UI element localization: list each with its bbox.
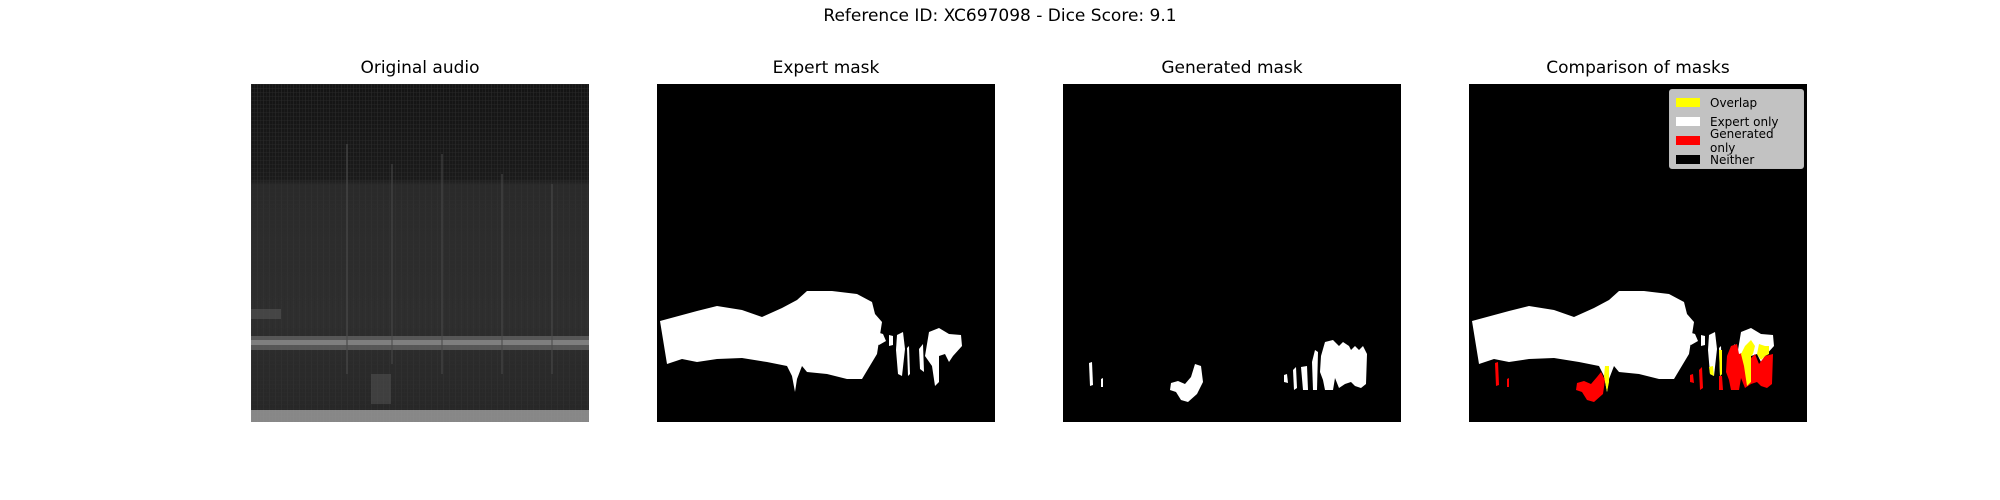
expert-mask-title: Expert mask [772, 58, 880, 78]
overlap-swatch [1676, 98, 1700, 107]
generated-mask-region [1089, 362, 1093, 386]
overlap-region [1604, 366, 1609, 392]
original-audio-title: Original audio [360, 58, 480, 78]
comparison-image: Overlap Expert only Generated only Neith… [1469, 84, 1807, 422]
expert-only-region [1472, 291, 1694, 392]
expert-mask-image [657, 84, 995, 422]
legend-item-overlap: Overlap [1676, 93, 1797, 112]
comparison-legend: Overlap Expert only Generated only Neith… [1669, 89, 1804, 169]
legend-item-neither: Neither [1676, 150, 1797, 169]
generated-mask-title: Generated mask [1161, 58, 1303, 78]
generated-only-swatch [1676, 136, 1700, 145]
original-audio-spectrogram [251, 84, 589, 422]
legend-item-expert-only: Expert only [1676, 112, 1797, 131]
generated-mask-image [1063, 84, 1401, 422]
legend-item-generated-only: Generated only [1676, 127, 1797, 155]
expert-only-swatch [1676, 117, 1700, 126]
generated-only-region [1495, 362, 1499, 386]
legend-label: Expert only [1710, 114, 1779, 129]
spectrogram-image [251, 84, 589, 422]
legend-label: Overlap [1710, 95, 1758, 110]
legend-label: Neither [1710, 152, 1755, 167]
neither-swatch [1676, 155, 1700, 164]
comparison-title: Comparison of masks [1546, 58, 1730, 78]
legend-label: Generated only [1710, 126, 1774, 155]
figure-title: Reference ID: XC697098 - Dice Score: 9.1 [823, 6, 1177, 26]
expert-mask-region [660, 291, 882, 392]
